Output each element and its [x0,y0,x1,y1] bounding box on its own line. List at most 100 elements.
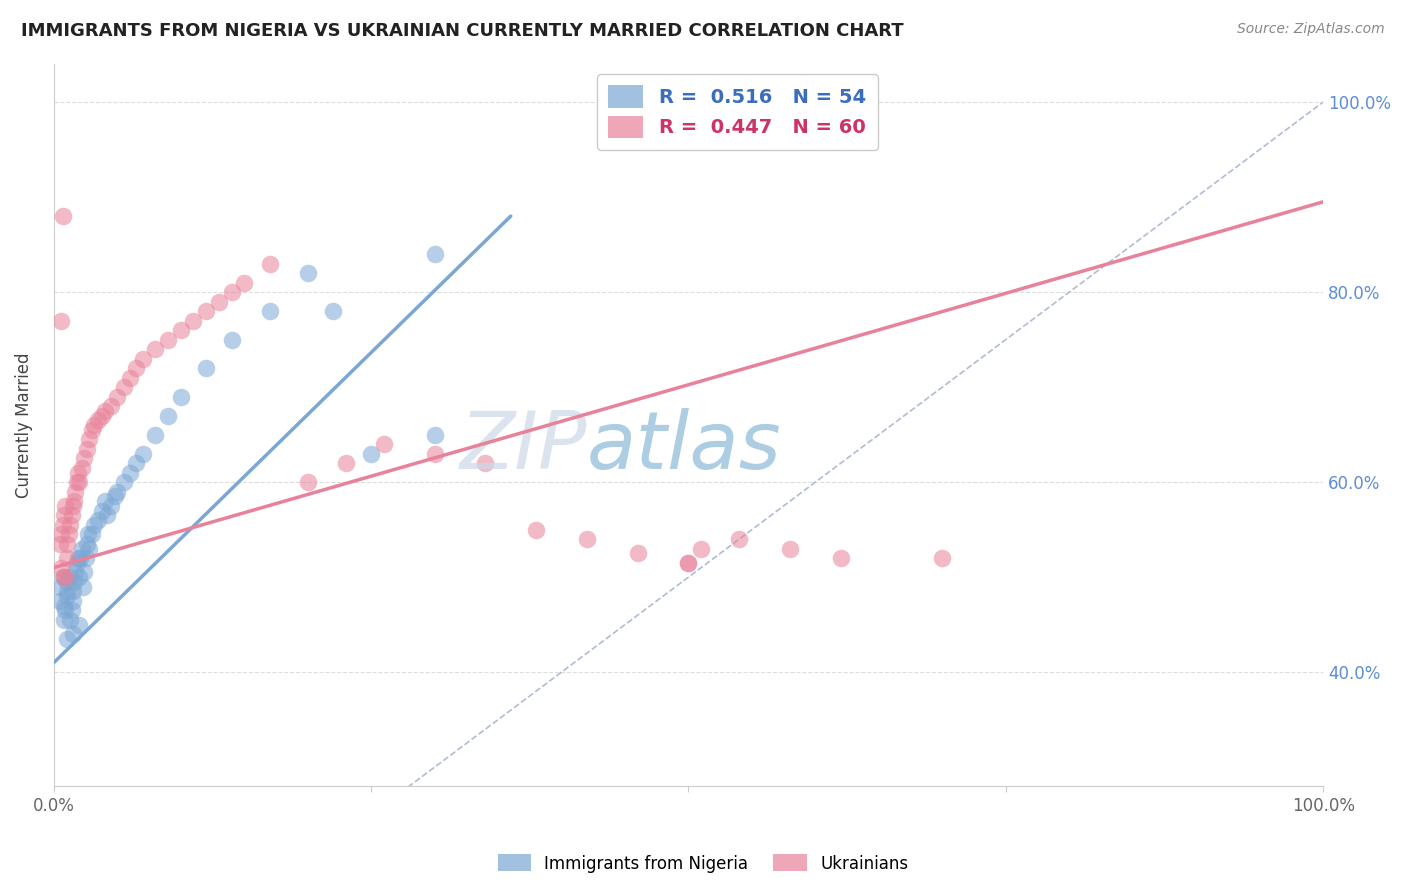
Point [55,551,77,566]
Text: ZIP: ZIP [460,408,586,486]
Point [76,537,98,551]
Point [75,551,97,566]
Point [59,517,82,532]
Point [830,551,852,566]
Point [60,603,83,617]
Point [170,390,193,404]
Point [83,517,105,532]
Point [76,442,98,456]
Y-axis label: Currently Married: Currently Married [15,352,32,498]
Point [63,574,86,589]
Point [779,541,801,556]
Point [322,304,344,318]
Point [79,433,101,447]
Point [62,499,84,513]
Text: atlas: atlas [586,408,782,486]
Point [100,499,122,513]
Text: IMMIGRANTS FROM NIGERIA VS UKRAINIAN CURRENTLY MARRIED CORRELATION CHART: IMMIGRANTS FROM NIGERIA VS UKRAINIAN CUR… [21,22,904,40]
Point [145,342,167,356]
Point [93,494,115,508]
Point [53,603,76,617]
Point [360,447,382,461]
Point [297,475,319,489]
Point [104,489,127,503]
Point [55,537,77,551]
Point [58,527,80,541]
Point [66,556,89,570]
Legend: Immigrants from Nigeria, Ukrainians: Immigrants from Nigeria, Ukrainians [491,847,915,880]
Point [66,475,89,489]
Point [524,523,547,537]
Point [125,456,148,470]
Point [105,390,128,404]
Point [77,527,100,541]
Point [62,594,84,608]
Point [87,513,110,527]
Point [66,551,89,566]
Point [931,551,953,566]
Point [195,361,218,376]
Text: Source: ZipAtlas.com: Source: ZipAtlas.com [1237,22,1385,37]
Point [335,456,357,470]
Point [53,499,76,513]
Point [63,494,86,508]
Point [221,333,243,347]
Point [67,617,90,632]
Point [62,627,84,641]
Point [53,508,76,523]
Point [66,466,89,480]
Point [69,551,91,566]
Point [87,413,110,427]
Point [67,570,90,584]
Point [91,503,114,517]
Point [259,304,281,318]
Point [60,508,83,523]
Point [170,323,193,337]
Point [70,461,93,475]
Point [423,247,446,261]
Point [112,380,135,394]
Point [49,537,72,551]
Point [221,285,243,299]
Point [131,351,153,366]
Point [259,256,281,270]
Point [112,475,135,489]
Point [51,313,73,327]
Point [131,447,153,461]
Point [96,508,118,523]
Point [79,541,101,556]
Point [91,409,114,423]
Point [52,517,75,532]
Point [474,456,496,470]
Point [145,427,167,442]
Point [80,527,103,541]
Point [157,409,180,423]
Point [55,589,77,603]
Point [373,437,395,451]
Point [125,361,148,376]
Point [423,447,446,461]
Point [690,541,713,556]
Point [67,475,90,489]
Point [53,570,76,584]
Point [195,304,218,318]
Point [208,294,231,309]
Point [55,632,77,646]
Point [678,556,700,570]
Point [70,541,93,556]
Point [297,266,319,280]
Point [157,333,180,347]
Point [100,399,122,413]
Point [53,570,76,584]
Point [58,570,80,584]
Point [51,527,73,541]
Point [93,404,115,418]
Point [678,556,700,570]
Point [52,570,75,584]
Point [53,613,76,627]
Point [233,276,256,290]
Point [73,451,96,466]
Point [55,584,77,599]
Point [423,427,446,442]
Point [51,560,73,574]
